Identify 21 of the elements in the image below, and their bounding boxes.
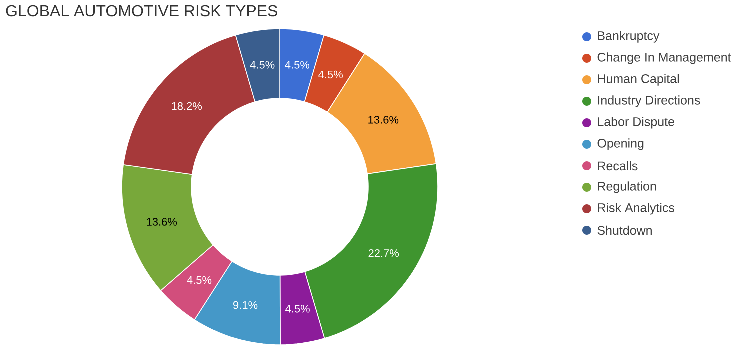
data-label: 9.1%	[234, 301, 258, 310]
data-label: 4.5%	[318, 70, 343, 79]
data-label: 22.7%	[368, 250, 400, 258]
legend-label: Opening	[598, 138, 644, 150]
data-label: 13.6%	[368, 116, 399, 124]
legend-label: Recalls	[598, 161, 638, 171]
legend-label: Change In Management	[598, 52, 732, 64]
legend-label: Regulation	[598, 182, 656, 194]
data-label: 4.5%	[286, 305, 310, 313]
data-label: 4.5%	[250, 61, 275, 69]
legend-label: Risk Analytics	[598, 203, 675, 215]
data-label: 18.2%	[172, 102, 202, 110]
data-label: 4.5%	[285, 61, 310, 69]
legend-label: Bankruptcy	[598, 31, 660, 43]
legend-label: Human Capital	[598, 74, 680, 86]
data-label: 4.5%	[187, 276, 212, 284]
data-label: 13.6%	[147, 218, 178, 226]
legend-label: Labor Dispute	[598, 117, 674, 129]
legend-label: Shutdown	[598, 226, 652, 236]
legend-label: Industry Directions	[598, 96, 700, 108]
chart-title: GLOBAL AUTOMOTIVE RISK TYPES	[6, 5, 278, 17]
